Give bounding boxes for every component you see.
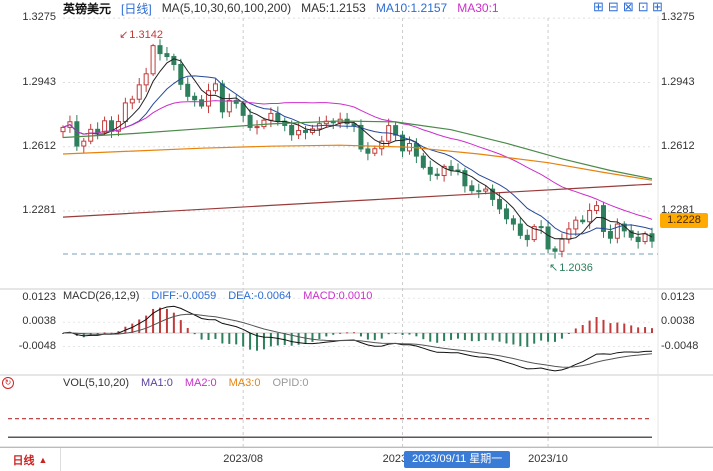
low-price-annotation: ↖ 1.2036: [549, 262, 593, 274]
period-tag[interactable]: [日线]: [121, 1, 152, 16]
ma10-value: MA10:1.2157: [375, 1, 448, 15]
period-label: 日线: [12, 454, 35, 467]
macd-tick-left: 0.0123: [22, 291, 56, 304]
price-tick-left: 1.3275: [22, 11, 56, 24]
last-price-tag: 1.2228: [660, 213, 708, 229]
layout-grid-icon[interactable]: ⊞: [593, 0, 604, 14]
vol-ma2-value: MA2:0: [184, 377, 217, 389]
period-selector[interactable]: 日线 ▲: [0, 448, 61, 471]
vol-opid-value: OPID:0: [272, 377, 309, 389]
chart-header-bar: 英镑美元 [日线] MA(5,10,30,60,100,200) MA5:1.2…: [0, 0, 713, 16]
macd-tick-left: 0.0038: [22, 315, 56, 328]
triangle-up-icon: ▲: [38, 454, 48, 465]
price-tick-left: 1.2281: [22, 204, 56, 217]
macd-tick-left: -0.0048: [18, 339, 56, 352]
time-axis-label: 2023/08: [223, 453, 264, 465]
ma30-value: MA30:1: [457, 1, 499, 15]
high-arrow-icon: ↙: [119, 28, 129, 41]
price-tick-left: 1.2612: [22, 139, 56, 152]
layout-rows-icon[interactable]: ⊟: [607, 0, 619, 14]
macd-tick-right: 0.0123: [661, 291, 695, 304]
price-tick-right: 1.3275: [661, 11, 695, 24]
macd-header: MACD(26,12,9) DIFF:-0.0059 DEA:-0.0064 M…: [63, 290, 372, 302]
price-tick-right: 1.2281: [661, 204, 695, 217]
layout-single-icon[interactable]: ⊡: [637, 0, 649, 14]
time-axis-label: 2023/10: [528, 453, 568, 465]
ma-settings-label: MA(5,10,30,60,100,200): [161, 1, 292, 15]
new-window-icon[interactable]: ⊞: [652, 0, 663, 14]
crosshair-date-tag: 2023/09/11 星期一: [404, 451, 511, 468]
price-tick-right: 1.2943: [661, 75, 695, 88]
symbol-name: 英镑美元: [63, 1, 112, 16]
vol-ma3-value: MA3:0: [228, 377, 261, 389]
low-arrow-icon: ↖: [548, 261, 559, 274]
macd-tick-right: -0.0048: [661, 339, 699, 352]
macd-tick-right: 0.0038: [661, 315, 695, 328]
macd-dea-value: DEA:-0.0064: [228, 290, 292, 302]
macd-bar-value: MACD:0.0010: [303, 290, 373, 302]
layout-columns-icon[interactable]: ⊠: [622, 0, 634, 14]
indicator-cycle-icon[interactable]: ↻: [2, 377, 14, 389]
price-tick-right: 1.2612: [661, 139, 695, 152]
vol-settings-label: VOL(5,10,20): [63, 377, 130, 389]
high-price-annotation: ↙ 1.3142: [119, 29, 163, 41]
layout-icons-group: ⊞ ⊟ ⊠ ⊡: [593, 0, 649, 14]
time-axis-bar: 日线 ▲ 2023/09/11 星期一 2023/08 2023/09 2023/1…: [0, 447, 713, 471]
ma5-value: MA5:1.2153: [301, 1, 366, 15]
vol-ma1-value: MA1:0: [141, 377, 173, 389]
volume-header: VOL(5,10,20) MA1:0 MA2:0 MA3:0 OPID:0: [63, 377, 309, 389]
low-price-label: 1.2036: [559, 261, 593, 274]
macd-diff-value: DIFF:-0.0059: [151, 290, 217, 302]
price-tick-left: 1.2943: [22, 75, 56, 88]
macd-settings-label: MACD(26,12,9): [63, 290, 140, 302]
high-price-label: 1.3142: [129, 28, 163, 41]
